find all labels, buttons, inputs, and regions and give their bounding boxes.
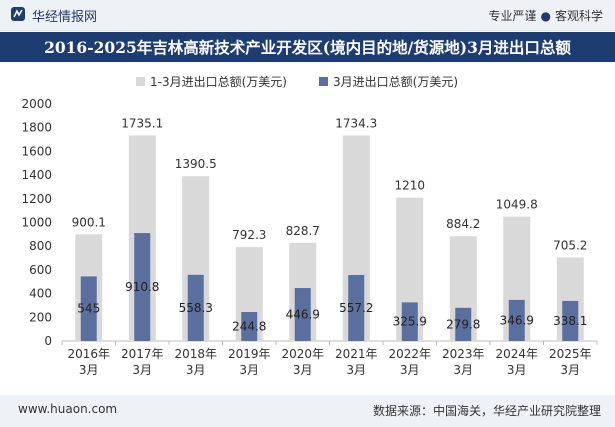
chart-title: 2016-2025年吉林高新技术产业开发区(境内目的地/货源地)3月进出口总额 [44,38,571,57]
tagline: 专业严谨 ● 客观科学 [488,7,603,24]
data-label-total: 828.7 [286,224,320,238]
site-name: 华经情报网 [32,10,98,25]
data-label-total: 1734.3 [335,116,377,130]
legend-swatch-1 [136,77,145,86]
legend-label-1: 1-3月进出口总额(万美元) [150,75,287,89]
data-label-total: 1210 [394,179,425,193]
footer-source: 数据来源：中国海关，华经产业研究院整理 [372,404,601,418]
data-label-march: 545 [77,302,100,316]
footer: www.huaon.com 数据来源：中国海关，华经产业研究院整理 [0,395,615,427]
x-tick-label: 2022年 [388,347,431,361]
x-tick-label: 2020年 [281,347,324,361]
data-label-total: 705.2 [553,238,587,252]
y-tick-label: 200 [29,310,52,324]
x-tick-label: 2019年 [228,347,271,361]
y-tick-label: 400 [29,287,52,301]
data-label-march: 338.1 [553,314,587,328]
y-tick-label: 2000 [21,97,52,111]
x-tick-label: 3月 [132,363,152,377]
y-tick-label: 1000 [21,216,52,230]
bar-march [294,288,311,341]
x-tick-label: 2016年 [67,347,110,361]
bar-march [508,299,525,341]
data-label-total: 792.3 [232,228,266,242]
labels-layer: 900.1 545 1735.1 910.8 1390.5 558.3 792.3 244.8… [72,116,588,333]
data-label-march: 446.9 [286,308,320,322]
data-label-march: 346.9 [500,313,534,327]
x-tick-label: 2023年 [442,347,485,361]
bar-march [455,307,472,341]
x-tick-label: 3月 [560,363,580,377]
bar-march [241,311,258,341]
tagline-left: 专业严谨 [488,9,537,23]
bar-march [80,276,97,341]
x-tick-label: 3月 [239,363,259,377]
data-label-total: 1390.5 [175,157,217,171]
legend-label-2: 3月进出口总额(万美元) [333,75,458,89]
bar-march [187,274,204,341]
y-tick-label: 800 [29,239,52,253]
chart-legend: 1-3月进出口总额(万美元) 3月进出口总额(万美元) [136,75,458,89]
data-label-total: 900.1 [72,215,106,229]
data-label-march: 910.8 [125,280,159,294]
x-tick-label: 2017年 [121,347,164,361]
x-tick-label: 3月 [453,363,473,377]
legend-swatch-2 [319,77,328,86]
x-tick-label: 3月 [186,363,206,377]
x-tick-label: 3月 [346,363,366,377]
bar-march [348,274,365,341]
x-tick-label: 2025年 [549,347,592,361]
tagline-separator-icon: ● [540,9,551,23]
bar-march [134,233,151,341]
data-label-total: 884.2 [446,217,480,231]
bar-chart: 1-3月进出口总额(万美元) 3月进出口总额(万美元) 0 200 400 600 800… [21,75,598,377]
axis-layer: 0 200 400 600 800 1000 1200 1400 1600 1800 2000 201… [21,97,598,377]
data-label-march: 279.8 [446,317,480,331]
x-tick-label: 2018年 [174,347,217,361]
title-bar: 2016-2025年吉林高新技术产业开发区(境内目的地/货源地)3月进出口总额 [0,32,615,62]
data-label-march: 558.3 [179,301,213,315]
data-label-total: 1735.1 [121,116,163,130]
huajing-logo-icon [11,7,25,21]
tagline-right: 客观科学 [554,9,603,23]
y-tick-label: 600 [29,263,52,277]
data-label-march: 244.8 [232,319,266,333]
y-tick-label: 1800 [21,121,52,135]
x-tick-label: 2024年 [495,347,538,361]
y-tick-label: 0 [44,334,52,348]
bar-march [401,302,418,341]
x-tick-label: 2021年 [335,347,378,361]
x-tick-label: 3月 [400,363,420,377]
y-tick-label: 1600 [21,144,52,158]
bar-march [562,300,579,341]
y-tick-label: 1200 [21,192,52,206]
data-label-march: 557.2 [339,301,373,315]
x-tick-label: 3月 [293,363,313,377]
data-label-march: 325.9 [393,315,427,329]
y-tick-label: 1400 [21,168,52,182]
top-bar: 华经情报网 专业严谨 ● 客观科学 [0,0,615,31]
footer-url: www.huaon.com [18,402,118,416]
data-label-total: 1049.8 [496,198,538,212]
x-tick-label: 3月 [507,363,527,377]
x-tick-label: 3月 [79,363,99,377]
bars-layer [75,135,584,341]
